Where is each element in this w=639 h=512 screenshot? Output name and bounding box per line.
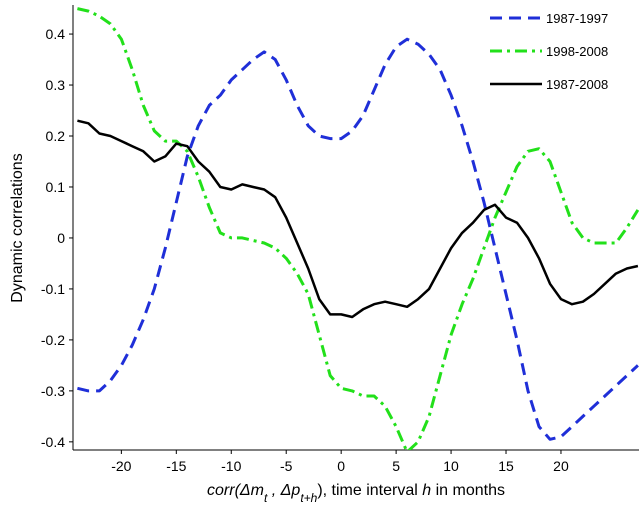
- x-label-part: in months: [431, 482, 505, 499]
- legend-label: 1987-1997: [546, 11, 608, 26]
- x-axis-label: corr(Δmt , Δpt+h), time interval h in mo…: [207, 482, 505, 505]
- y-tick-label: -0.3: [41, 383, 65, 399]
- x-label-part: ), time interval: [317, 482, 422, 499]
- x-tick-label: -15: [166, 458, 186, 474]
- x-label-part: t+h: [300, 491, 317, 505]
- x-label-part: corr(: [207, 482, 242, 499]
- y-tick-label: -0.2: [41, 332, 65, 348]
- legend-label: 1998-2008: [546, 44, 608, 59]
- y-tick-label: 0.3: [46, 77, 66, 93]
- y-tick-label: -0.1: [41, 281, 65, 297]
- plot-area: [77, 7, 639, 450]
- x-tick-label: 10: [443, 458, 459, 474]
- y-axis-label: Dynamic correlations: [9, 153, 26, 302]
- y-tick-label: -0.4: [41, 434, 65, 450]
- y-tick-label: 0.2: [46, 128, 66, 144]
- y-tick-label: 0.4: [46, 26, 66, 42]
- y-tick-label: 0.1: [46, 179, 66, 195]
- x-label-part: ,: [267, 482, 280, 499]
- series-line: [77, 119, 639, 319]
- x-tick-label: -20: [111, 458, 131, 474]
- x-tick-label: 5: [392, 458, 400, 474]
- x-tick-label: 15: [498, 458, 514, 474]
- series-line: [77, 37, 639, 441]
- x-tick-label: 0: [337, 458, 345, 474]
- series-line: [77, 7, 639, 450]
- x-label-part: t: [264, 491, 268, 505]
- legend-label: 1987-2008: [546, 77, 608, 92]
- x-label-part: h: [422, 482, 431, 499]
- x-tick-label: 20: [553, 458, 569, 474]
- x-label-part: Δp: [280, 482, 301, 499]
- x-tick-label: -10: [221, 458, 241, 474]
- y-tick-label: 0: [57, 230, 65, 246]
- x-tick-label: -5: [280, 458, 293, 474]
- x-label-part: Δm: [239, 482, 264, 499]
